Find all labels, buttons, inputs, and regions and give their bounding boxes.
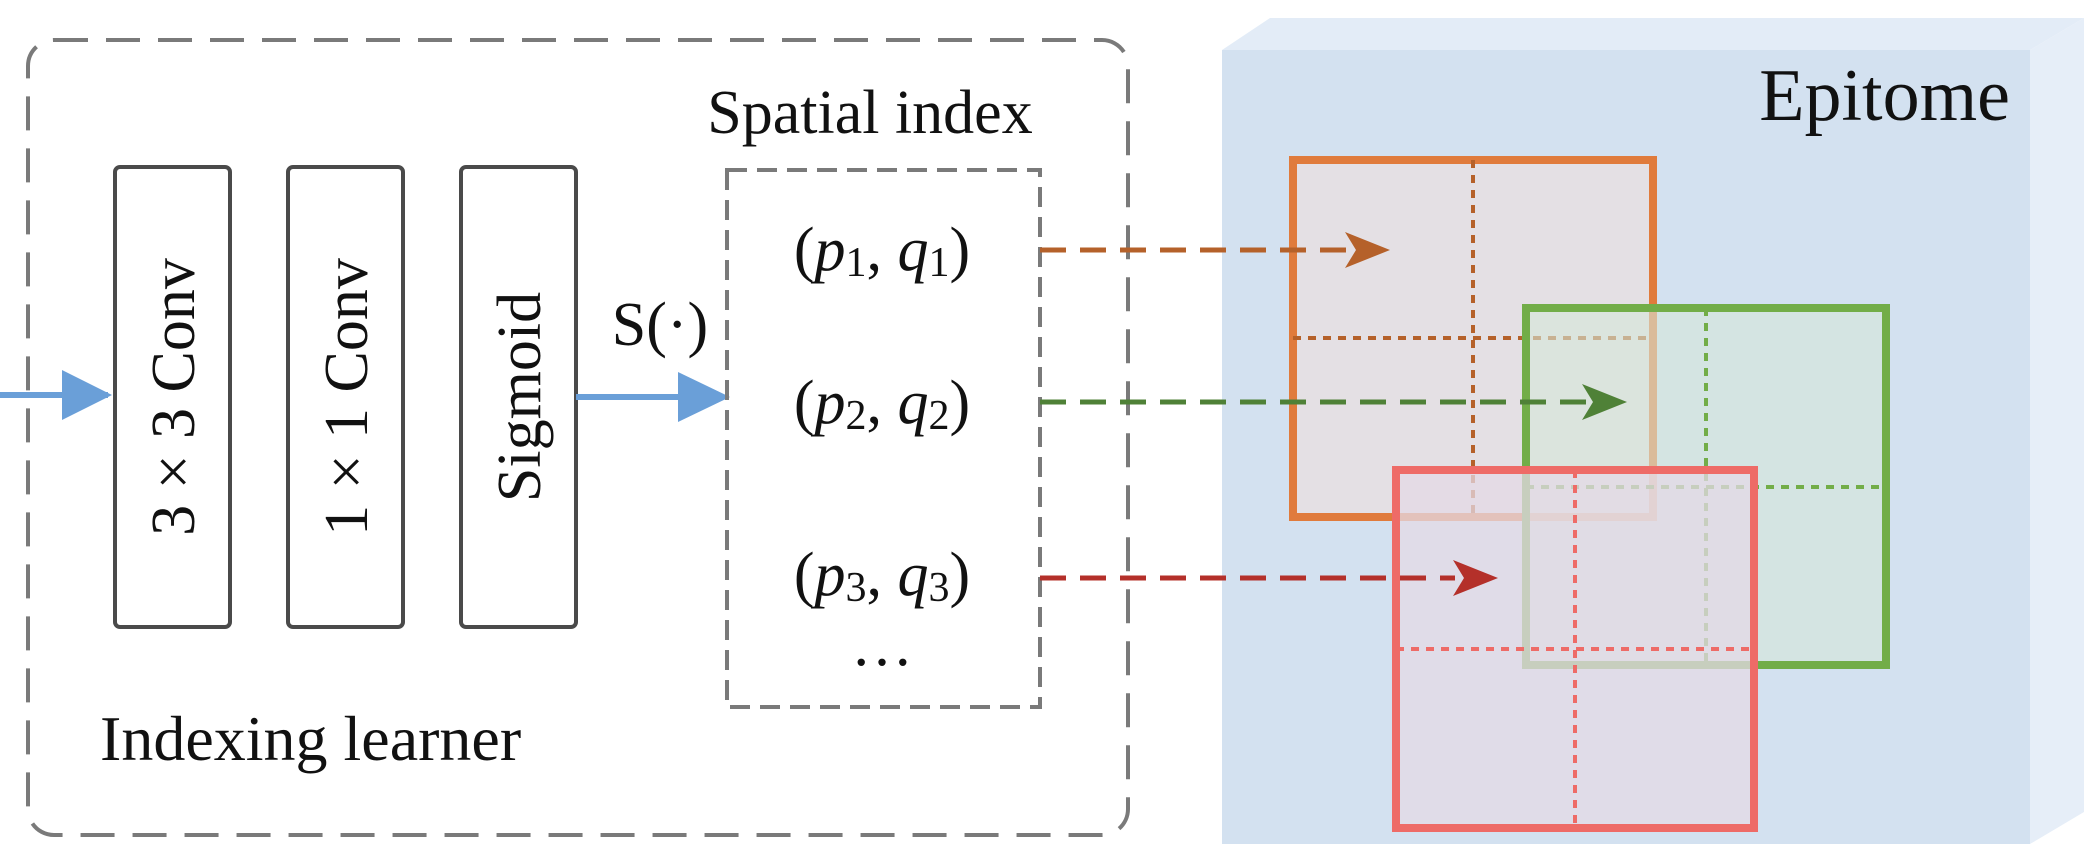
sigmoid-output-arrow-head <box>678 372 730 422</box>
layer-3x3-conv: 3 × 3 Conv <box>113 165 232 629</box>
epitome-patch-3 <box>1392 466 1758 832</box>
entry-2-p: p <box>811 369 846 437</box>
index-arrow-3-head <box>1453 560 1498 596</box>
indexing-learner-label: Indexing learner <box>100 703 521 774</box>
entry-3-q: q <box>898 541 929 609</box>
spatial-index-entry-3: (p3, q3) <box>794 541 970 611</box>
entry-1-p-sub: 1 <box>846 240 867 286</box>
layer-label-1x1-conv: 1 × 1 Conv <box>313 258 381 536</box>
entry-3-q-sub: 3 <box>929 565 950 611</box>
input-arrow-head <box>62 370 112 420</box>
index-arrow-1-head <box>1345 232 1390 268</box>
epitome-top-face <box>1222 18 2084 50</box>
spatial-index-entry-1: (p1, q1) <box>794 216 970 286</box>
epitome-title: Epitome <box>1759 55 2010 137</box>
layer-label-3x3-conv: 3 × 3 Conv <box>140 258 208 536</box>
epitome-side-face <box>2030 18 2084 844</box>
entry-1-q: q <box>898 216 929 284</box>
entry-1-p: p <box>811 216 846 284</box>
entry-2-q: q <box>898 369 929 437</box>
spatial-index-entry-2: (p2, q2) <box>794 369 970 439</box>
spatial-index-ellipsis: … <box>851 611 913 679</box>
spatial-index-title: Spatial index <box>707 79 1032 147</box>
layer-sigmoid: Sigmoid <box>459 165 578 629</box>
entry-1-q-sub: 1 <box>929 240 950 286</box>
entry-3-p-sub: 3 <box>846 565 867 611</box>
entry-2-q-sub: 2 <box>929 393 950 439</box>
entry-2-p-sub: 2 <box>846 393 867 439</box>
entry-3-p: p <box>811 541 846 609</box>
layer-1x1-conv: 1 × 1 Conv <box>286 165 405 629</box>
function-label: S(·) <box>612 291 708 359</box>
index-arrow-2-head <box>1582 384 1627 420</box>
layer-label-sigmoid: Sigmoid <box>486 292 554 502</box>
spatial-index-box <box>725 168 1042 709</box>
indexing-learner-box <box>26 38 1130 837</box>
